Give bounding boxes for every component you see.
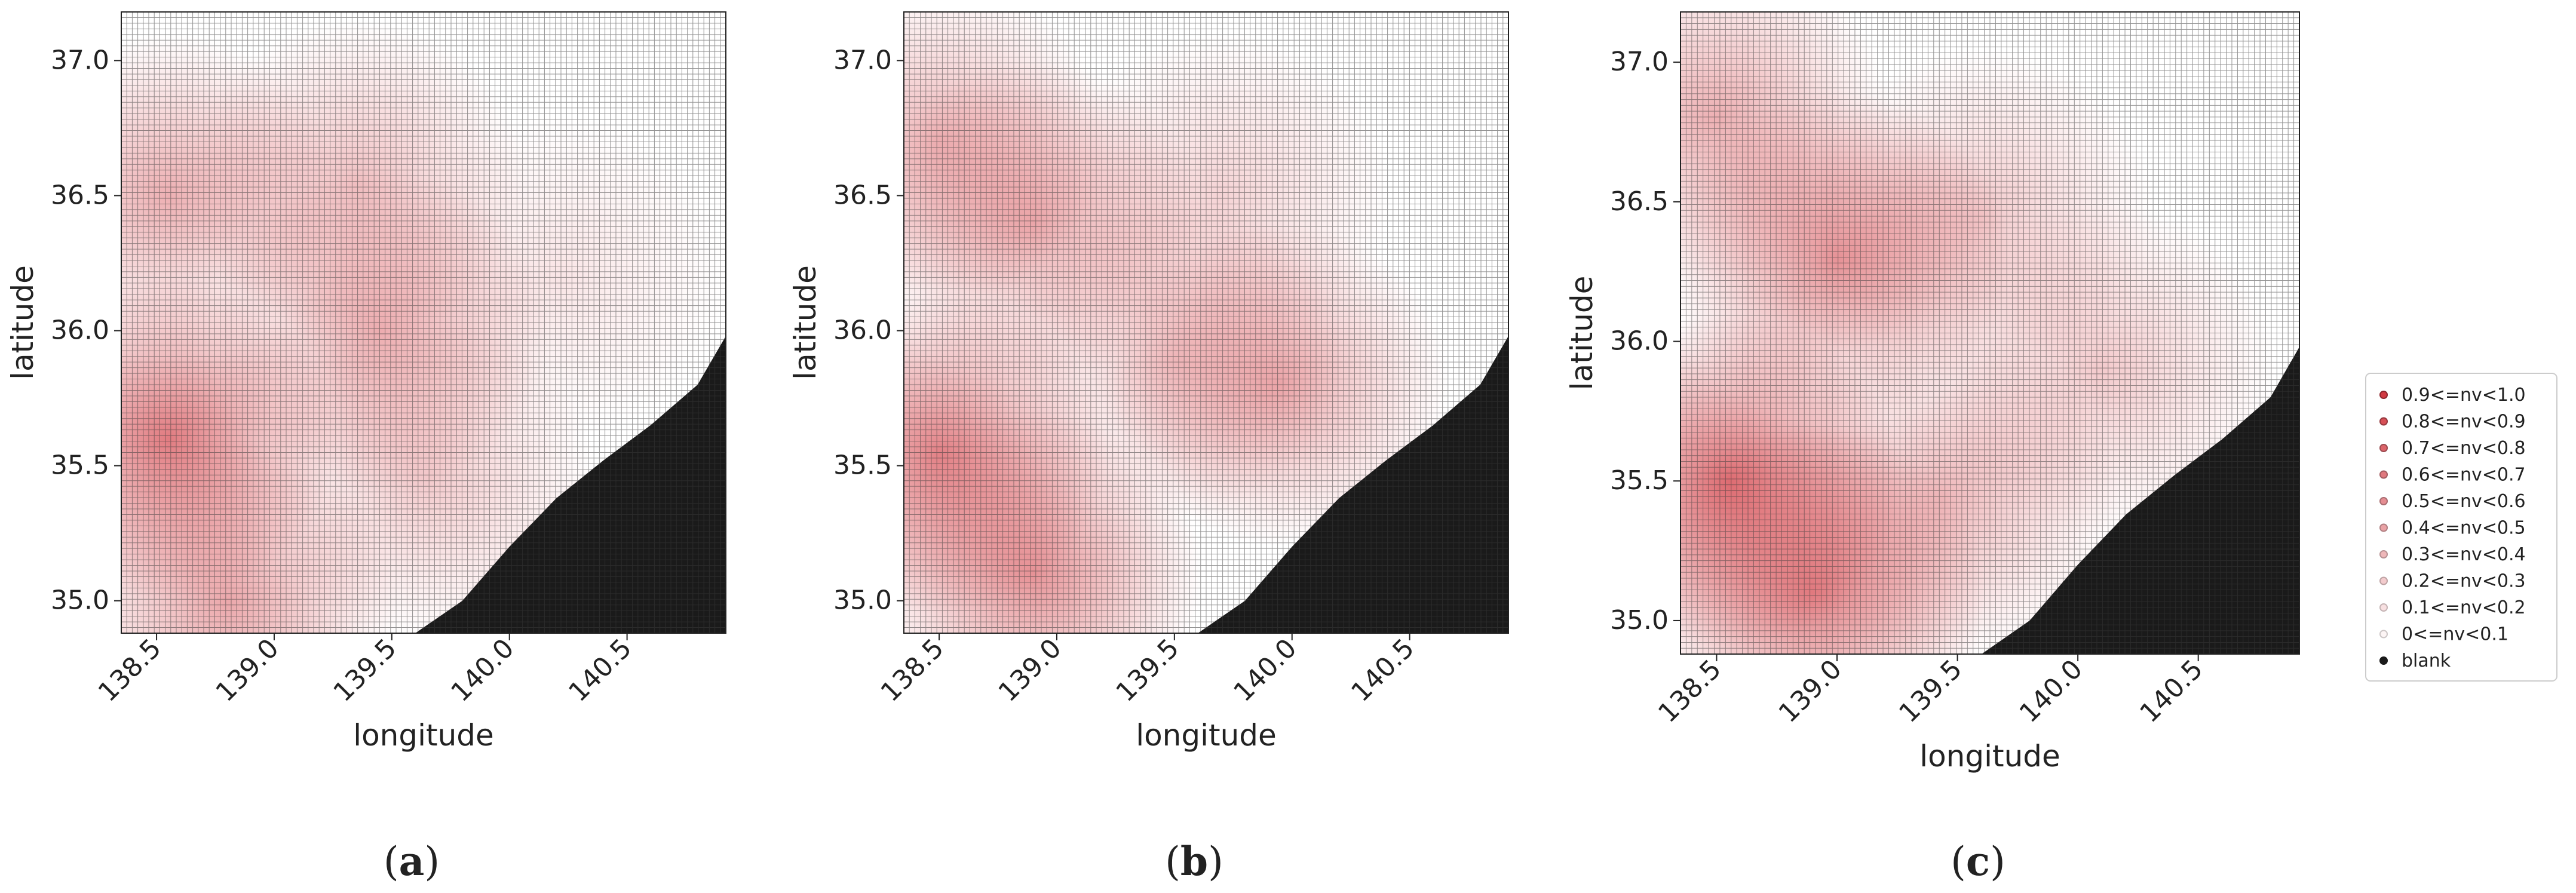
legend-marker <box>2379 576 2388 585</box>
legend-marker <box>2379 630 2388 639</box>
legend-label: 0.6<=nv<0.7 <box>2402 465 2526 486</box>
legend-label: 0.9<=nv<1.0 <box>2402 385 2526 406</box>
y-axis-label: latitude <box>5 265 40 380</box>
nv-hotspot <box>1928 202 2276 536</box>
legend-label: 0<=nv<0.1 <box>2402 624 2508 645</box>
plot-area-c <box>1680 12 2299 654</box>
axes-frame <box>903 11 1509 634</box>
legend-label: 0.2<=nv<0.3 <box>2402 571 2526 592</box>
legend-label: 0.1<=nv<0.2 <box>2402 597 2526 618</box>
panel-c: 35.0 35.5 36.0 36.5 37.0 138.5 139.0 139.5 140.0… <box>1565 11 2300 885</box>
x-tick-label: 140.5 <box>563 633 637 708</box>
legend-marker <box>2379 417 2388 426</box>
cell-grid <box>1680 12 2299 654</box>
y-tick-label: 35.5 <box>833 450 892 481</box>
blank-region <box>415 336 726 633</box>
legend-marker <box>2379 391 2388 399</box>
y-tick-label: 36.5 <box>51 180 109 210</box>
x-axis-label: longitude <box>1919 739 2060 774</box>
legend-label: 0.8<=nv<0.9 <box>2402 412 2526 432</box>
x-tick-label: 138.5 <box>875 633 950 708</box>
y-tick-label: 36.0 <box>1610 326 1669 357</box>
y-tick-label: 36.5 <box>833 180 892 210</box>
x-tick-label: 138.5 <box>93 633 167 708</box>
x-tick-label: 140.5 <box>1345 633 1420 708</box>
y-tick-label: 35.0 <box>833 585 892 616</box>
cell-grid <box>121 12 726 633</box>
legend-label: blank <box>2402 650 2451 671</box>
x-tick-label: 140.0 <box>1228 633 1302 708</box>
y-axis-label: latitude <box>1565 276 1599 391</box>
legend-marker <box>2379 656 2388 665</box>
axes-frame <box>1680 11 2300 655</box>
y-tick-label: 35.0 <box>51 585 109 616</box>
x-tick-label: 140.0 <box>445 633 520 708</box>
y-tick-label: 36.0 <box>51 315 109 346</box>
y-tick-label: 35.0 <box>1610 605 1669 636</box>
y-tick-label: 35.5 <box>1610 465 1669 496</box>
panel-caption: (a) <box>384 838 440 885</box>
panel-b: 35.0 35.5 36.0 36.5 37.0 138.5 139.0 139.5 140.0… <box>788 11 1509 885</box>
legend-marker <box>2379 470 2388 479</box>
panel-a: 35.0 35.5 36.0 36.5 37.0 138.5 139.0 139.5 140.0… <box>5 11 726 885</box>
y-axis-label: latitude <box>788 265 823 380</box>
axes-frame <box>121 11 726 634</box>
x-tick-label: 139.5 <box>1893 654 1968 729</box>
cell-grid <box>904 12 1508 633</box>
legend-marker <box>2379 497 2388 505</box>
legend-marker <box>2379 523 2388 532</box>
blank-region <box>1981 346 2299 654</box>
legend-marker <box>2379 550 2388 558</box>
legend-label: 0.3<=nv<0.4 <box>2402 544 2526 565</box>
legend-label: 0.4<=nv<0.5 <box>2402 518 2526 539</box>
legend-marker <box>2379 444 2388 452</box>
x-axis-label: longitude <box>353 718 494 753</box>
x-tick-label: 140.5 <box>2134 654 2209 729</box>
blank-region <box>1198 336 1508 633</box>
x-tick-label: 139.0 <box>1773 654 1848 729</box>
panel-caption: (b) <box>1165 838 1223 885</box>
x-tick-label: 139.5 <box>1110 633 1185 708</box>
legend: 0.9<=nv<1.0 0.8<=nv<0.9 0.7<=nv<0.8 0.6<=nv… <box>2365 373 2557 682</box>
x-tick-label: 139.0 <box>210 633 285 708</box>
x-axis-label: longitude <box>1136 718 1277 753</box>
plot-area-a <box>121 12 726 633</box>
plot-area-b <box>904 12 1508 633</box>
y-tick-label: 35.5 <box>51 450 109 481</box>
y-tick-label: 36.0 <box>833 315 892 346</box>
nv-hotspot <box>1052 34 1391 357</box>
legend-label: 0.7<=nv<0.8 <box>2402 438 2526 459</box>
x-tick-label: 139.5 <box>327 633 402 708</box>
legend-marker <box>2379 603 2388 612</box>
legend-label: 0.5<=nv<0.6 <box>2402 491 2526 512</box>
x-tick-label: 139.0 <box>993 633 1068 708</box>
nv-hotspot <box>387 115 726 438</box>
x-tick-label: 140.0 <box>2014 654 2089 729</box>
y-tick-label: 37.0 <box>1610 47 1669 77</box>
legend-box <box>2365 373 2557 682</box>
panel-caption: (c) <box>1951 838 2005 885</box>
y-tick-label: 37.0 <box>833 45 892 75</box>
x-tick-label: 138.5 <box>1652 654 1727 729</box>
y-tick-label: 37.0 <box>51 45 109 75</box>
y-tick-label: 36.5 <box>1610 186 1669 217</box>
